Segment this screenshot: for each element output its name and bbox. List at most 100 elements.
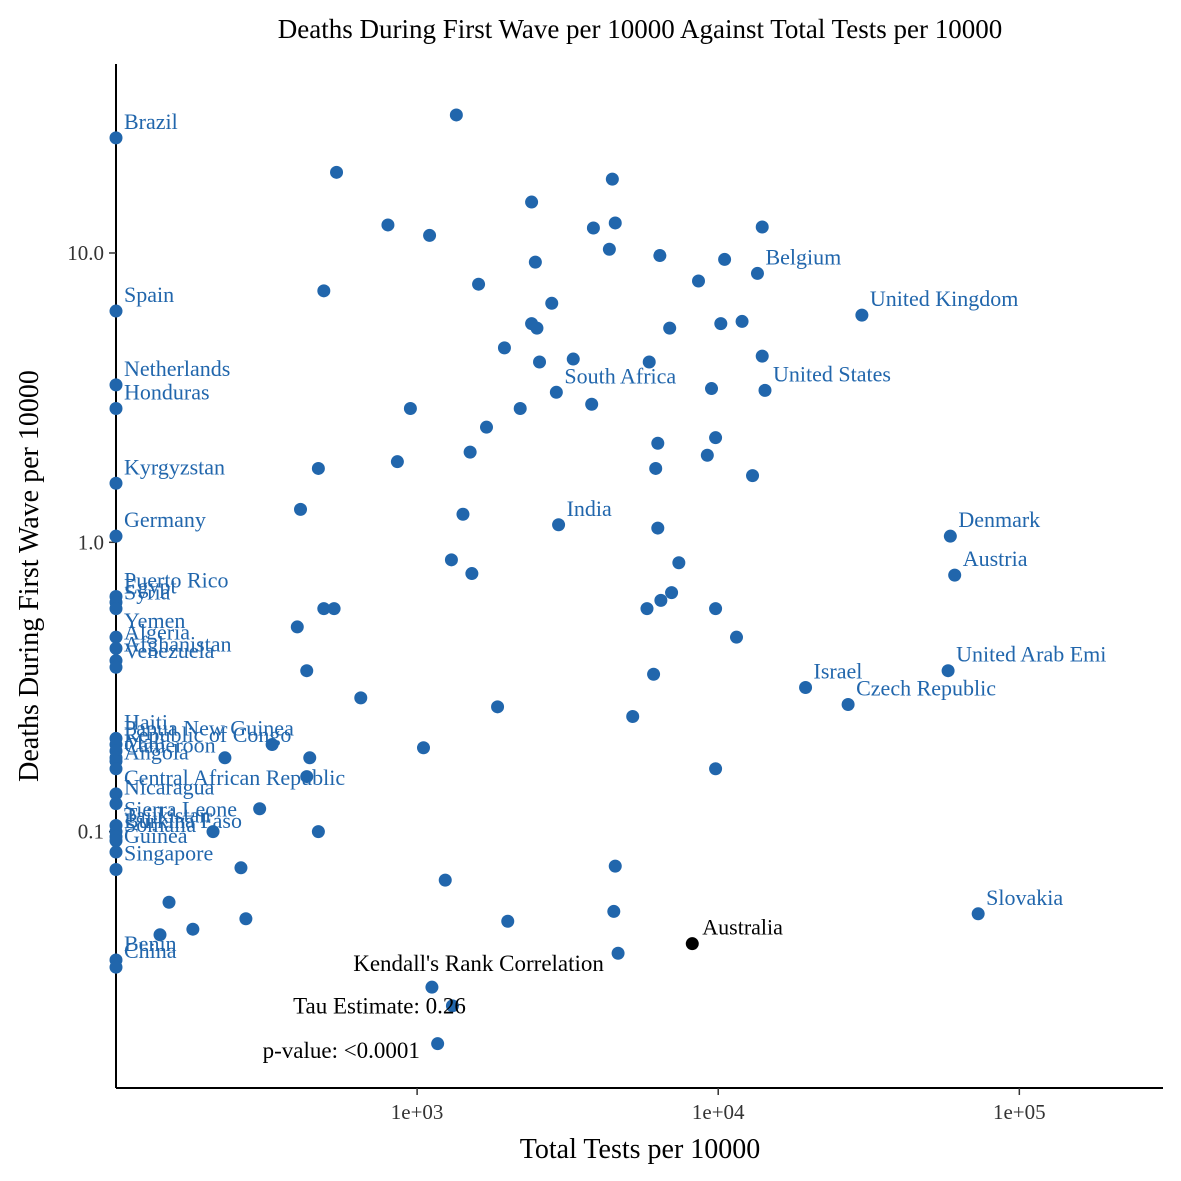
data-point	[530, 321, 544, 335]
point-label: Angola	[124, 740, 189, 765]
data-point	[186, 922, 200, 936]
data-point	[300, 770, 314, 784]
data-point	[585, 397, 599, 411]
data-point	[390, 455, 404, 469]
data-point	[605, 172, 619, 186]
data-point	[497, 341, 511, 355]
data-point	[718, 252, 732, 266]
point-label: Haiti	[124, 709, 168, 734]
data-point	[234, 861, 248, 875]
data-point	[642, 355, 656, 369]
data-point	[109, 834, 123, 848]
data-point	[841, 698, 855, 712]
point-label: Algeria	[124, 619, 190, 644]
data-point	[651, 436, 665, 450]
data-point	[162, 895, 176, 909]
data-point	[855, 308, 869, 322]
point-label: Kyrgyzstan	[124, 454, 225, 479]
highlight-label: Australia	[702, 915, 783, 940]
data-point	[218, 751, 232, 765]
data-point	[109, 378, 123, 392]
correlation-annotation: Kendall's Rank Correlation Tau Estimate: …	[263, 951, 605, 1063]
data-point	[714, 317, 728, 331]
data-point	[729, 630, 743, 644]
x-tick-label: 1e+05	[993, 1100, 1046, 1124]
data-point	[533, 355, 547, 369]
point-label: Nicaragua	[124, 775, 215, 800]
data-point	[528, 255, 542, 269]
data-point	[943, 529, 957, 543]
data-point	[456, 507, 470, 521]
data-point	[253, 802, 267, 816]
point-label: Republic of Congo	[124, 722, 291, 747]
data-point	[317, 284, 331, 298]
data-point	[300, 664, 314, 678]
data-point	[653, 249, 667, 263]
data-point	[239, 912, 253, 926]
data-point	[431, 1037, 445, 1051]
data-point	[700, 448, 714, 462]
data-point	[672, 556, 686, 570]
data-point	[665, 586, 679, 600]
data-point	[586, 221, 600, 235]
data-point	[525, 195, 539, 209]
data-point	[549, 385, 563, 399]
data-point	[109, 660, 123, 674]
y-axis-title: Deaths During First Wave per 10000	[14, 370, 45, 782]
data-point	[290, 620, 304, 634]
data-point	[327, 602, 341, 616]
y-tick-label: 1.0	[78, 530, 104, 554]
data-point	[444, 553, 458, 567]
data-point	[566, 352, 580, 366]
x-tick-label: 1e+04	[692, 1100, 745, 1124]
data-point	[626, 710, 640, 724]
data-point	[691, 274, 705, 288]
data-point	[153, 928, 167, 942]
data-point	[109, 602, 123, 616]
data-point	[640, 602, 654, 616]
data-point	[265, 738, 279, 752]
data-point	[294, 502, 308, 516]
data-point	[654, 593, 668, 607]
data-point	[330, 165, 344, 179]
data-point	[709, 762, 723, 776]
point-label: Mali	[124, 729, 166, 754]
point-label: Cameroon	[124, 732, 216, 757]
data-point	[611, 946, 625, 960]
data-point	[755, 220, 769, 234]
point-label: Yemen	[124, 608, 185, 633]
point-label: Benin	[124, 931, 177, 956]
point-label: China	[124, 938, 177, 963]
point-label: Belgium	[765, 244, 841, 269]
data-point	[705, 382, 719, 396]
data-point	[311, 461, 325, 475]
x-axis-title: Total Tests per 10000	[520, 1134, 761, 1165]
data-point	[799, 680, 813, 694]
data-point	[755, 349, 769, 363]
data-point	[607, 904, 621, 918]
point-label: Denmark	[958, 507, 1040, 532]
data-point	[311, 825, 325, 839]
point-label: United Kingdom	[870, 286, 1019, 311]
data-point	[109, 787, 123, 801]
data-point	[647, 667, 661, 681]
point-label: Singapore	[124, 840, 213, 865]
data-point	[709, 602, 723, 616]
data-point	[463, 445, 477, 459]
data-point	[109, 845, 123, 859]
highlight-point	[685, 937, 699, 951]
data-point	[735, 314, 749, 328]
point-label: Puerto Rico	[124, 567, 229, 592]
data-point	[423, 228, 437, 242]
data-point	[545, 296, 559, 310]
data-point	[480, 420, 494, 434]
point-label: United States	[773, 361, 891, 386]
x-tick-label: 1e+03	[391, 1100, 444, 1124]
data-point	[750, 266, 764, 280]
data-point	[109, 304, 123, 318]
data-point	[303, 751, 317, 765]
point-label: United Arab Emi	[956, 642, 1106, 667]
data-point	[109, 641, 123, 655]
data-point	[663, 321, 677, 335]
